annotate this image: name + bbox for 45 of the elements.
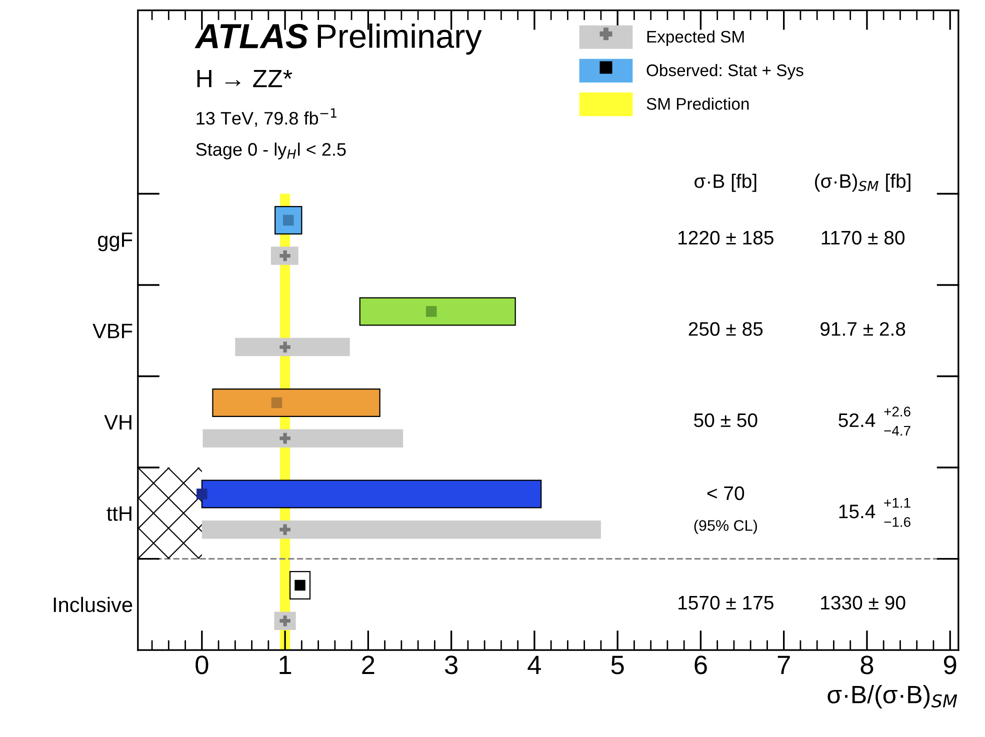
annotation: 91.7 ± 2.8 [820, 322, 906, 336]
x-tick-label: 9 [944, 656, 956, 674]
y-tick-label: ttH [106, 506, 132, 521]
legend-label: Expected SM [647, 30, 744, 46]
annotation: +1.1 [884, 498, 910, 508]
text: Stage 0 - ly$_{H}$l < 2.5 [196, 142, 346, 160]
bar [235, 338, 350, 356]
annotation: 1330 ± 90 [821, 596, 906, 610]
bar [359, 297, 516, 326]
text: σ·B [fb] [694, 174, 756, 192]
annotation: 50 ± 50 [694, 413, 758, 428]
x-tick-label: 6 [694, 656, 707, 674]
y-tick-label: VH [104, 415, 132, 430]
annotation: < 70 [707, 486, 744, 500]
x-tick-label: 7 [778, 656, 790, 674]
x-tick-label: 3 [444, 656, 458, 674]
annotation: 1170 ± 80 [822, 230, 905, 245]
annotation: 1570 ± 175 [678, 596, 774, 610]
annotation: 1220 ± 185 [678, 230, 774, 245]
text: (σ·B)$_{SM}$ [fb] [815, 174, 910, 192]
x-axis-title: σ·B/(σ·B)$_{SM}$ [828, 685, 958, 708]
chart-title: ATLAS Preliminary [194, 24, 482, 55]
legend-label: Observed: Stat + Sys [646, 64, 804, 80]
x-tick-label: 5 [611, 656, 624, 674]
y-tick-label: ggF [98, 232, 132, 252]
bar [202, 429, 404, 448]
text: 13 TeV, 79.8 fb$^{−1}$ [196, 108, 336, 127]
chart-subtitle: H → ZZ* [197, 70, 292, 88]
annotation: (95% CL) [694, 520, 757, 534]
x-tick-label: 0 [196, 656, 208, 674]
annotation: 15.4 [839, 504, 876, 518]
annotation: 52.4 [838, 413, 876, 428]
x-tick-label: 4 [528, 656, 541, 674]
y-tick-label: Inclusive [54, 596, 132, 612]
annotation: 250 ± 85 [688, 322, 763, 336]
y-tick-label: VBF [92, 324, 132, 338]
bar [212, 388, 380, 417]
x-tick-label: 2 [362, 656, 374, 674]
x-tick-label: 1 [280, 656, 292, 674]
x-tick-label: 8 [860, 656, 874, 674]
annotation: −1.6 [884, 517, 910, 527]
annotation: −4.7 [884, 426, 910, 436]
legend-label: SM Prediction [646, 98, 749, 110]
annotation: +2.6 [884, 406, 910, 416]
bar [202, 520, 601, 539]
